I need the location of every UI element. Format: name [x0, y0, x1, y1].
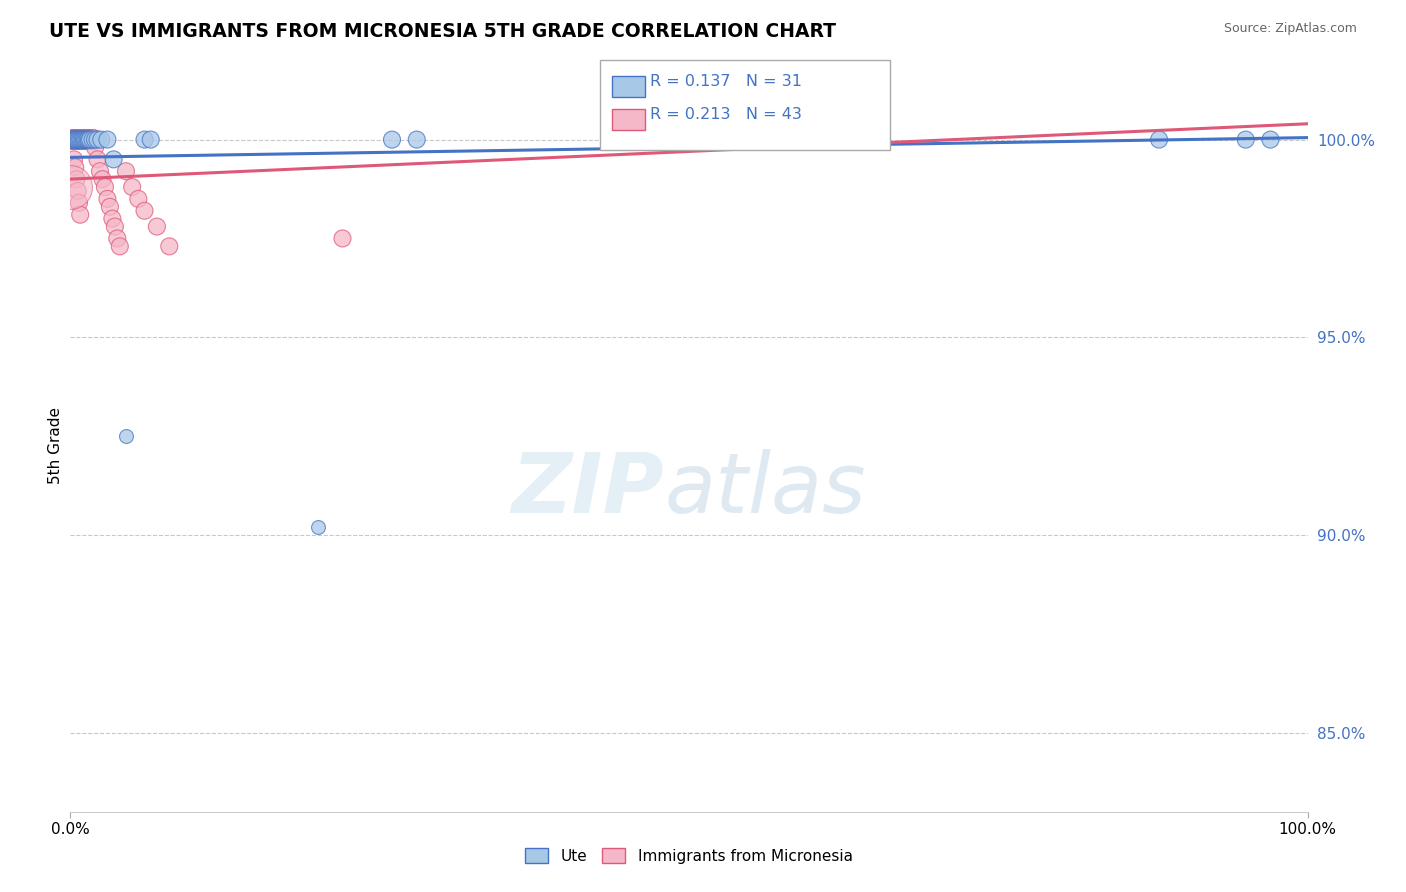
Point: [67, 132, 90, 146]
Point: [67, 195, 90, 210]
Point: [75, 132, 97, 146]
Point: [96, 192, 118, 206]
Point: [67, 132, 90, 146]
Point: [121, 180, 143, 194]
Point: [66, 132, 89, 146]
Point: [90, 132, 112, 146]
Point: [863, 132, 886, 146]
Point: [77, 132, 100, 146]
Point: [134, 132, 156, 146]
Point: [83, 132, 105, 146]
Point: [86, 153, 108, 167]
Point: [115, 164, 138, 178]
Point: [1234, 132, 1257, 146]
Point: [104, 219, 127, 234]
Point: [86, 132, 108, 146]
Text: R = 0.213   N = 43: R = 0.213 N = 43: [650, 107, 801, 122]
Point: [72, 132, 94, 146]
Point: [77, 132, 100, 146]
Point: [127, 192, 149, 206]
Point: [60, 132, 83, 146]
Point: [103, 153, 125, 167]
Point: [63, 132, 86, 146]
Point: [79, 132, 101, 146]
Point: [101, 211, 124, 226]
Point: [405, 132, 427, 146]
Point: [75, 132, 97, 146]
Text: Source: ZipAtlas.com: Source: ZipAtlas.com: [1223, 22, 1357, 36]
Point: [96, 132, 118, 146]
Point: [73, 132, 96, 146]
Point: [146, 219, 169, 234]
Point: [70, 132, 93, 146]
Point: [65, 132, 87, 146]
Point: [73, 132, 96, 146]
Point: [139, 132, 162, 146]
Point: [65, 172, 87, 186]
Point: [80, 132, 103, 146]
Point: [381, 132, 404, 146]
Text: atlas: atlas: [664, 450, 866, 531]
Point: [76, 132, 98, 146]
Point: [1147, 132, 1170, 146]
Point: [60, 132, 83, 146]
Point: [75, 132, 97, 146]
Point: [108, 239, 131, 253]
Point: [65, 132, 87, 146]
Point: [82, 132, 104, 146]
Point: [69, 132, 91, 146]
Point: [75, 132, 97, 146]
Point: [157, 239, 180, 253]
Point: [72, 132, 94, 146]
Point: [79, 132, 101, 146]
Point: [69, 208, 91, 222]
Point: [98, 200, 121, 214]
Text: ZIP: ZIP: [512, 450, 664, 531]
Text: UTE VS IMMIGRANTS FROM MICRONESIA 5TH GRADE CORRELATION CHART: UTE VS IMMIGRANTS FROM MICRONESIA 5TH GR…: [49, 22, 837, 41]
Point: [84, 140, 107, 154]
Point: [62, 132, 84, 146]
Point: [84, 132, 107, 146]
Point: [91, 172, 114, 186]
Point: [801, 132, 824, 146]
Point: [332, 231, 354, 245]
Legend: Ute, Immigrants from Micronesia: Ute, Immigrants from Micronesia: [519, 842, 859, 870]
Point: [63, 132, 86, 146]
Point: [62, 132, 84, 146]
Point: [1260, 132, 1282, 146]
Y-axis label: 5th Grade: 5th Grade: [48, 408, 63, 484]
Point: [94, 180, 117, 194]
Point: [66, 132, 89, 146]
Point: [65, 132, 87, 146]
Point: [66, 184, 89, 198]
Point: [134, 203, 156, 218]
Text: R = 0.137   N = 31: R = 0.137 N = 31: [650, 74, 801, 89]
Point: [115, 429, 138, 443]
Point: [82, 132, 104, 146]
Point: [59, 180, 82, 194]
Point: [76, 132, 98, 146]
Point: [63, 153, 86, 167]
Point: [105, 231, 128, 245]
Point: [69, 132, 91, 146]
Point: [89, 164, 111, 178]
Point: [65, 132, 87, 146]
Point: [70, 132, 93, 146]
Point: [307, 520, 329, 534]
Point: [65, 161, 87, 175]
